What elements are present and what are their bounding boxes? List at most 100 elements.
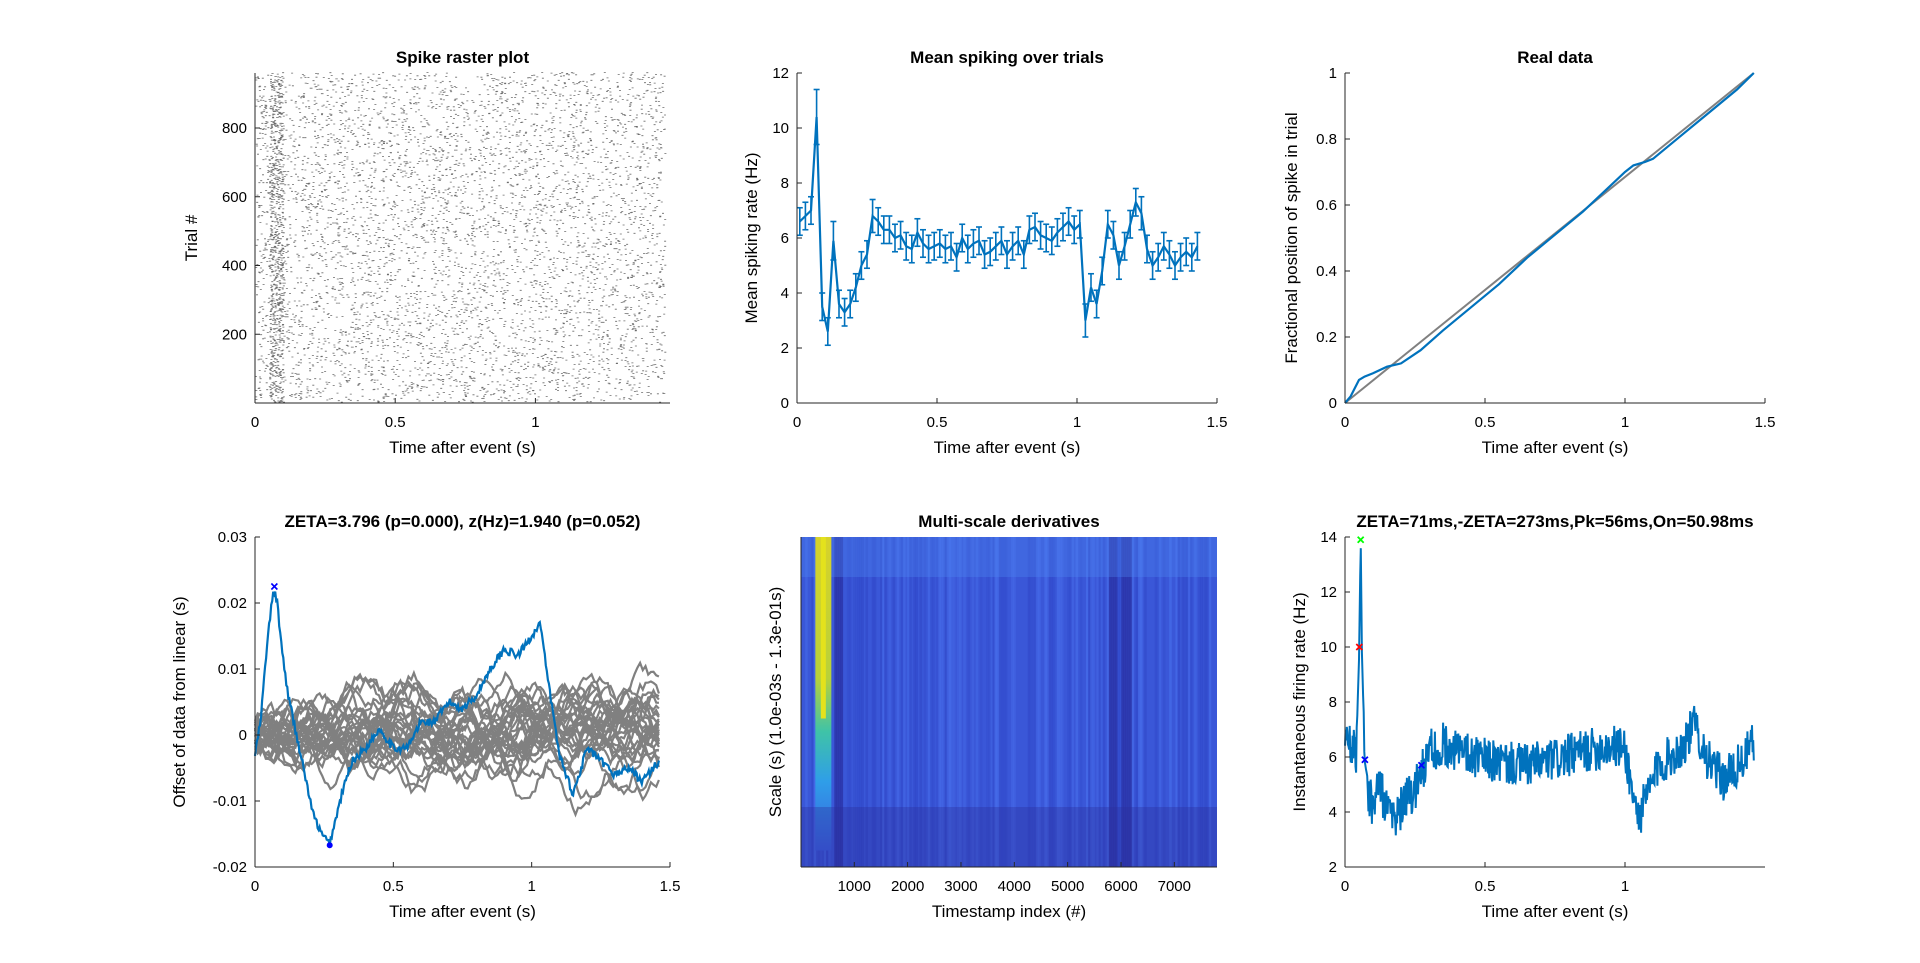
x-tick-label: 2000 — [891, 878, 924, 895]
heatmap-column — [1050, 537, 1054, 867]
null-trace — [254, 716, 660, 789]
y-tick-label: 400 — [222, 258, 247, 275]
error-bars — [796, 88, 1201, 347]
x-tick-label: 4000 — [998, 878, 1031, 895]
multi-scale-derivatives-panel: Multi-scale derivatives Timestamp index (… — [766, 512, 1217, 921]
heatmap-column — [979, 537, 983, 867]
heatmap-column — [1075, 537, 1079, 867]
heatmap-column — [1169, 537, 1172, 867]
heatmap-column — [948, 537, 952, 867]
y-tick-label: 12 — [772, 65, 789, 82]
y-tick-label: 0.4 — [1316, 263, 1337, 280]
x-tick-label: 0.5 — [1475, 414, 1496, 431]
heatmap-column — [1058, 537, 1062, 867]
heatmap-column — [915, 537, 918, 867]
heatmap-column — [1125, 537, 1129, 867]
heatmap-column — [1061, 537, 1064, 867]
heatmap-column — [855, 537, 858, 867]
heatmap-column — [1110, 537, 1114, 867]
x-axis-label: Timestamp index (#) — [932, 902, 1086, 921]
y-tick-label: 8 — [1329, 694, 1337, 711]
heatmap-column — [882, 537, 885, 867]
heatmap-column — [902, 537, 906, 867]
heatmap-column — [1189, 537, 1193, 867]
heatmap-column — [853, 537, 856, 867]
x-axis-label: Time after event (s) — [934, 438, 1081, 457]
heatmap-column — [838, 537, 842, 867]
zeta-offset-panel: ZETA=3.796 (p=0.000), z(Hz)=1.940 (p=0.0… — [170, 512, 680, 921]
heatmap-column — [1162, 537, 1166, 867]
heatmap-column — [1036, 537, 1039, 867]
real-data-line — [1344, 72, 1755, 404]
heatmap-bottom-band — [801, 807, 1217, 867]
heatmap-column — [1133, 537, 1137, 867]
heatmap-column — [813, 537, 817, 867]
x-tick-label: 0 — [251, 414, 259, 431]
heatmap-column — [1181, 537, 1185, 867]
x-tick-label: 0.5 — [383, 878, 404, 895]
firing-rate-line — [1344, 548, 1755, 836]
latency-marker — [1361, 756, 1369, 764]
heatmap-column — [1011, 537, 1014, 867]
heatmap-column — [857, 537, 860, 867]
heatmap-column — [1183, 537, 1187, 867]
heatmap-column — [1052, 537, 1056, 867]
heatmap-column — [805, 537, 808, 867]
y-tick-label: -0.01 — [213, 793, 247, 810]
heatmap-column — [1158, 537, 1162, 867]
chart-title: Mean spiking over trials — [910, 48, 1104, 67]
heatmap-column — [1206, 537, 1210, 867]
x-tick-label: 0.5 — [1475, 878, 1496, 895]
x-tick-label: 1.5 — [1755, 414, 1776, 431]
heatmap-column — [1123, 537, 1126, 867]
y-tick-label: 0.02 — [218, 595, 247, 612]
y-tick-label: 0 — [781, 395, 789, 412]
heatmap-column — [1135, 537, 1139, 867]
heatmap-column — [892, 537, 896, 867]
y-tick-label: 0.03 — [218, 529, 247, 546]
heatmap-column — [971, 537, 975, 867]
heatmap-column — [1092, 537, 1095, 867]
heatmap-column — [1115, 537, 1118, 867]
heatmap-column — [1202, 537, 1206, 867]
x-tick-label: 1.5 — [1207, 414, 1228, 431]
y-tick-label: 6 — [1329, 749, 1337, 766]
y-tick-label: -0.02 — [213, 859, 247, 876]
y-axis-label: Offset of data from linear (s) — [170, 596, 189, 807]
heatmap-column — [888, 537, 891, 867]
heatmap-column — [1131, 537, 1135, 867]
heatmap-column — [896, 537, 900, 867]
heatmap-column — [1038, 537, 1041, 867]
y-tick-label: 200 — [222, 326, 247, 343]
heatmap-column — [1027, 537, 1031, 867]
y-tick-label: 4 — [1329, 804, 1337, 821]
heatmap-column — [909, 537, 912, 867]
heatmap-column — [846, 537, 850, 867]
chart-title: Real data — [1517, 48, 1593, 67]
heatmap-column — [1085, 537, 1089, 867]
x-tick-label: 1 — [531, 414, 539, 431]
real-offset-line — [253, 591, 660, 848]
instantaneous-rate-panel: ZETA=71ms,-ZETA=273ms,Pk=56ms,On=50.98ms… — [1290, 512, 1765, 921]
latency-marker — [1417, 761, 1426, 769]
heatmap-column — [1200, 537, 1203, 867]
y-tick-label: 8 — [781, 175, 789, 192]
y-tick-label: 0.2 — [1316, 329, 1337, 346]
heatmap-column — [1154, 537, 1158, 867]
heatmap-column — [929, 537, 933, 867]
heatmap-column — [946, 537, 950, 867]
heatmap-column — [1140, 537, 1143, 867]
y-tick-label: 10 — [1320, 639, 1337, 656]
x-tick-label: 1 — [1073, 414, 1081, 431]
heatmap-column — [940, 537, 943, 867]
heatmap-column — [1198, 537, 1201, 867]
heatmap-column — [942, 537, 946, 867]
x-tick-label: 7000 — [1158, 878, 1191, 895]
zeta-trough-marker — [326, 842, 333, 849]
heatmap-column — [880, 537, 883, 867]
y-axis-label: Trial # — [182, 214, 201, 261]
x-tick-label: 1 — [1621, 878, 1629, 895]
heatmap-column — [836, 537, 839, 867]
y-tick-label: 2 — [781, 340, 789, 357]
